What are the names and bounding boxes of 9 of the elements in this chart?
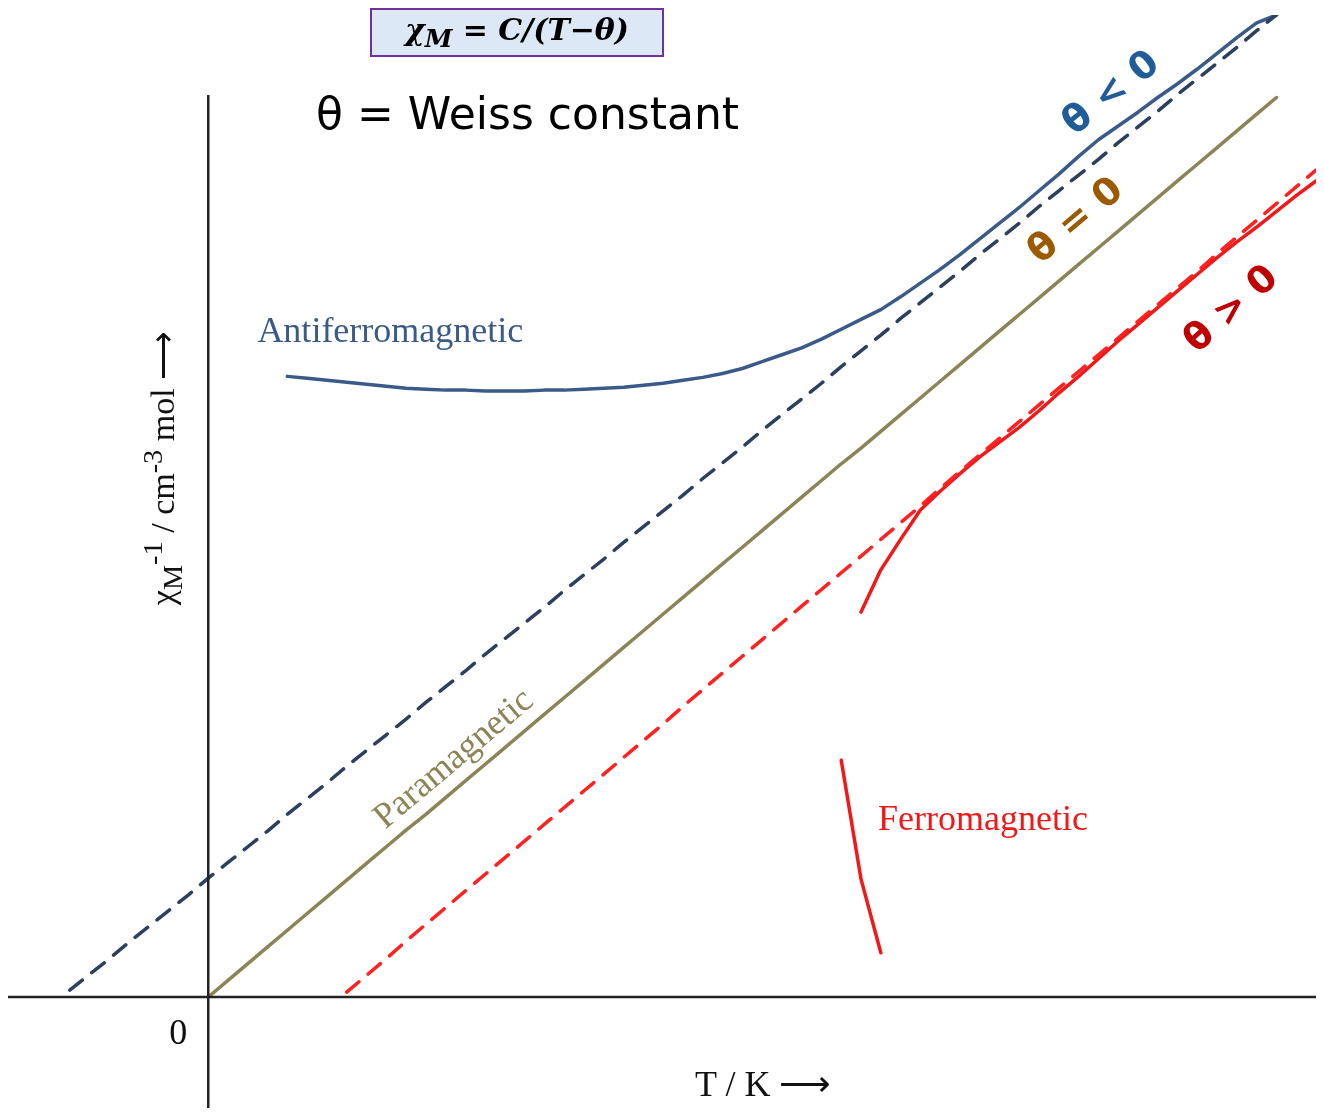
annotation: θ < 0	[1052, 39, 1167, 144]
series-label: Antiferromagnetic	[257, 310, 524, 351]
text: 0	[169, 1012, 188, 1053]
annotation: χ$_{M}$ = C/(T−θ)	[370, 8, 664, 57]
annotation: θ > 0	[1173, 254, 1286, 362]
text: Ferromagnetic	[878, 798, 1088, 839]
annotation: θ = Weiss constant	[316, 88, 740, 139]
annotation: θ = 0	[1017, 166, 1131, 272]
x-axis-title: T / K ⟶	[695, 1064, 832, 1105]
